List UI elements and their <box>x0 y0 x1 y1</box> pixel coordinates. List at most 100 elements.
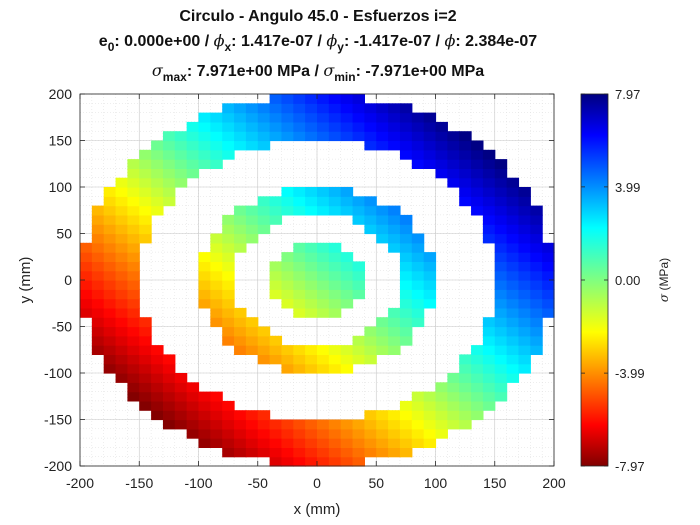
heatmap-cell <box>340 354 354 365</box>
heatmap-cell <box>317 94 330 104</box>
heatmap-cell <box>530 270 543 281</box>
heatmap-cell <box>494 159 508 169</box>
heatmap-cell <box>447 382 460 393</box>
heatmap-cell <box>222 112 235 123</box>
heatmap-cell <box>234 103 247 114</box>
colorbar-label: σ (MPa) <box>657 258 671 302</box>
heatmap-cell <box>305 438 318 448</box>
heatmap-cell <box>411 233 425 244</box>
heatmap-cell <box>518 196 531 207</box>
heatmap-cell <box>162 354 176 365</box>
heatmap-cell <box>317 187 330 197</box>
heatmap-cell <box>103 242 117 253</box>
heatmap-cell <box>542 307 555 318</box>
heatmap-cell <box>340 196 354 207</box>
heatmap-cell <box>482 382 496 393</box>
heatmap-cell <box>399 103 413 114</box>
heatmap-cell <box>399 224 413 235</box>
heatmap-cell <box>293 428 306 439</box>
heatmap-cell <box>518 205 531 216</box>
heatmap-cell <box>399 140 413 151</box>
heatmap-cell <box>399 242 413 253</box>
heatmap-cell <box>139 373 152 383</box>
heatmap-cell <box>376 326 389 337</box>
heatmap-cell <box>103 270 117 281</box>
heatmap-cell <box>210 149 223 160</box>
x-tick-label: -50 <box>248 475 268 491</box>
heatmap-cell <box>281 438 294 448</box>
heatmap-cell <box>447 400 460 411</box>
heatmap-cell <box>494 242 508 253</box>
heatmap-cell <box>103 261 117 272</box>
heatmap-cell <box>364 335 377 346</box>
heatmap-cell <box>234 317 247 328</box>
heatmap-cell <box>305 252 318 262</box>
heatmap-cell <box>518 233 531 244</box>
y-tick-label: -200 <box>44 458 72 474</box>
heatmap-cell <box>257 345 271 355</box>
heatmap-cell <box>459 159 472 169</box>
heatmap-cell <box>222 103 235 114</box>
heatmap-cell <box>139 345 152 355</box>
heatmap-cell <box>222 326 235 337</box>
heatmap-cell <box>198 280 211 290</box>
phix-symbol: ϕ <box>214 31 225 50</box>
heatmap-cell <box>198 428 211 439</box>
heatmap-cell <box>222 140 235 151</box>
heatmap-cell <box>139 317 152 328</box>
y-axis-label: y (mm) <box>17 257 34 304</box>
heatmap-cell <box>115 373 128 383</box>
heatmap-cell <box>518 280 531 290</box>
heatmap-cell <box>494 382 508 393</box>
heatmap-cell <box>340 280 354 290</box>
heatmap-cell <box>198 112 211 123</box>
heatmap-cell <box>269 428 283 439</box>
heatmap-cell <box>364 121 377 132</box>
heatmap-cell <box>127 363 140 374</box>
sigma-min-symbol: σ <box>323 61 335 80</box>
heatmap-cell <box>245 419 259 430</box>
heatmap-cell <box>542 270 555 281</box>
heatmap-cell <box>234 307 247 318</box>
heatmap-cell <box>352 345 365 355</box>
heatmap-cell <box>151 382 164 393</box>
heatmap-cell <box>364 214 377 225</box>
heatmap-cell <box>222 224 235 235</box>
y-tick-label: 150 <box>49 133 73 149</box>
heatmap-cell <box>340 205 354 216</box>
heatmap-cell <box>459 419 472 430</box>
heatmap-cell <box>198 298 211 309</box>
heatmap-cell <box>317 345 330 355</box>
heatmap-cell <box>530 335 543 346</box>
heatmap-cell <box>91 298 105 309</box>
heatmap-cell <box>447 391 460 402</box>
heatmap-cell <box>103 335 117 346</box>
heatmap-cell <box>162 149 176 160</box>
heatmap-cell <box>518 354 531 365</box>
heatmap-cell <box>317 419 330 430</box>
heatmap-cell <box>494 354 508 365</box>
heatmap-cell <box>388 307 401 318</box>
y-tick-label: 100 <box>49 179 73 195</box>
heatmap-cell <box>210 159 223 169</box>
heatmap-cell <box>388 103 401 114</box>
heatmap-cell <box>399 410 413 421</box>
heatmap-cell <box>281 447 294 458</box>
x-tick-label: 0 <box>313 475 321 491</box>
heatmap-cell <box>210 410 223 421</box>
heatmap-cell <box>352 94 365 104</box>
heatmap-cell <box>234 112 247 123</box>
heatmap-cell <box>459 149 472 160</box>
heatmap-cell <box>210 280 223 290</box>
heatmap-cell <box>174 131 188 142</box>
heatmap-cell <box>91 205 105 216</box>
heatmap-cell <box>281 196 294 207</box>
heatmap-cell <box>542 280 555 290</box>
heatmap-cell <box>210 298 223 309</box>
title-line-1: Circulo - Angulo 45.0 - Esfuerzos i=2 <box>179 8 456 25</box>
heatmap-cell <box>210 307 223 318</box>
heatmap-cell <box>482 168 496 179</box>
heatmap-cell <box>482 177 496 188</box>
heatmap-cell <box>162 187 176 197</box>
heatmap-cell <box>317 261 330 272</box>
